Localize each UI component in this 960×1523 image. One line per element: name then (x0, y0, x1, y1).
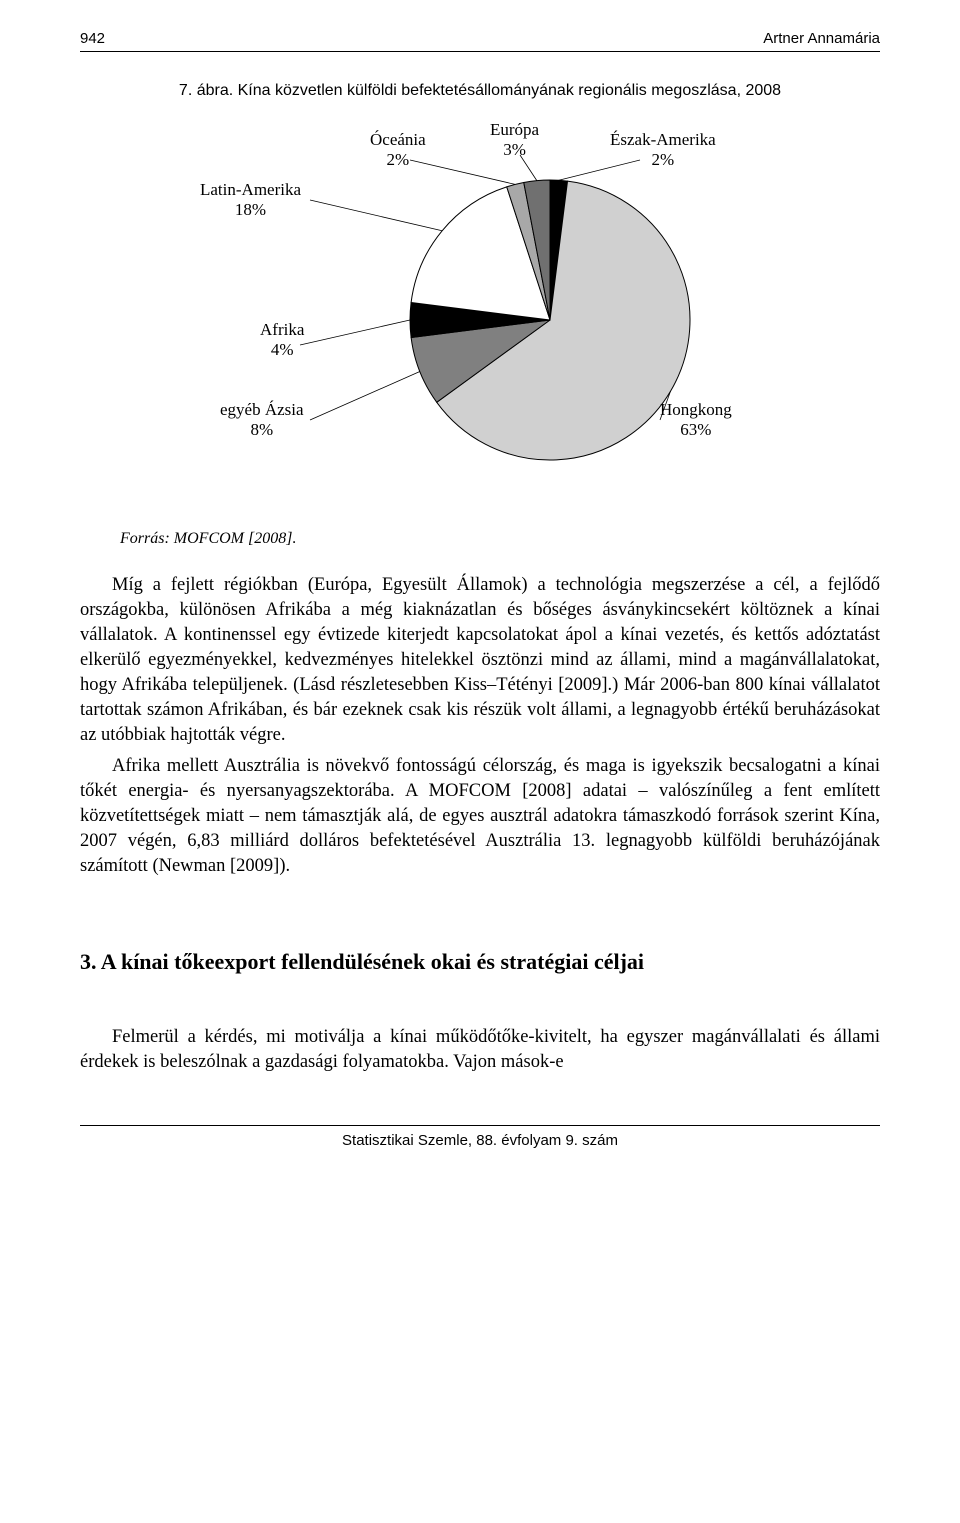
paragraph-3: Felmerül a kérdés, mi motiválja a kínai … (80, 1025, 880, 1075)
chart-label-hongkong: Hongkong63% (660, 400, 732, 441)
chart-label-észak-amerika: Észak-Amerika2% (610, 130, 716, 171)
pie-chart-container: Hongkong63% egyéb Ázsia8% Afrika4% Latin-Am… (160, 120, 800, 500)
page-header: 942 Artner Annamária (80, 30, 880, 52)
section-heading: 3. A kínai tőkeexport fellendülésének ok… (80, 949, 880, 975)
page-number: 942 (80, 30, 105, 47)
chart-label-európa: Európa3% (490, 120, 539, 161)
page-footer: Statisztikai Szemle, 88. évfolyam 9. szá… (80, 1125, 880, 1149)
figure-source: Forrás: MOFCOM [2008]. (120, 530, 880, 548)
paragraph-1: Míg a fejlett régiókban (Európa, Egyesül… (80, 573, 880, 748)
figure-caption: 7. ábra. Kína közvetlen külföldi befekte… (80, 82, 880, 100)
paragraph-2: Afrika mellett Ausztrália is növekvő fon… (80, 754, 880, 879)
chart-label-óceánia: Óceánia2% (370, 130, 426, 171)
pie-chart (400, 170, 700, 475)
author-name: Artner Annamária (763, 30, 880, 47)
chart-label-egyéb-ázsia: egyéb Ázsia8% (220, 400, 304, 441)
chart-label-latin-amerika: Latin-Amerika18% (200, 180, 301, 221)
chart-label-afrika: Afrika4% (260, 320, 304, 361)
